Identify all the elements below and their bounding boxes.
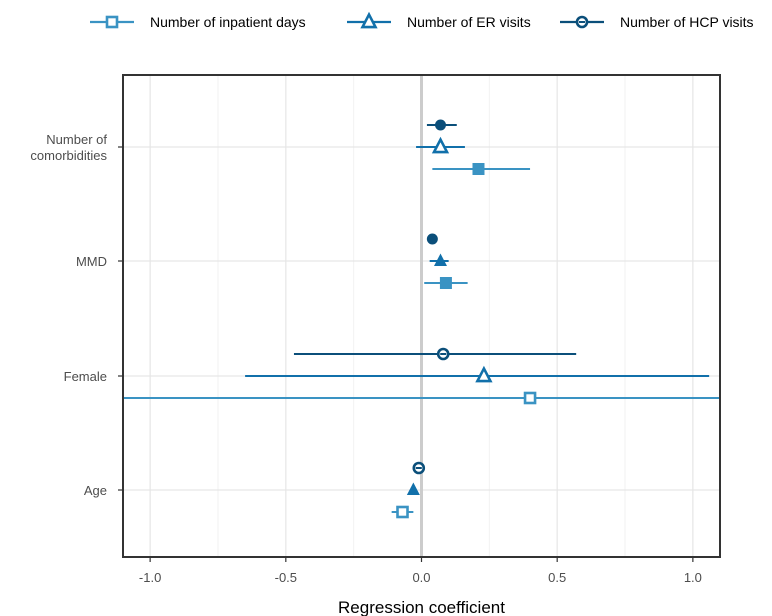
legend-item: Number of ER visits bbox=[347, 11, 531, 30]
series-circle bbox=[293, 119, 577, 475]
x-tick-label: 0.5 bbox=[548, 570, 566, 585]
x-tick-label: -0.5 bbox=[275, 570, 297, 585]
y-tick-label: Number of comorbidities bbox=[30, 132, 107, 163]
point-square bbox=[523, 391, 537, 405]
y-tick-label: Female bbox=[64, 369, 107, 384]
legend-item: Number of inpatient days bbox=[90, 14, 306, 30]
point-circle bbox=[426, 233, 438, 245]
legend-key-square bbox=[105, 15, 119, 29]
point-triangle bbox=[406, 482, 420, 496]
point-triangle bbox=[475, 365, 493, 383]
plot-marks bbox=[123, 119, 720, 519]
legend-label: Number of HCP visits bbox=[620, 14, 754, 30]
legend-item: Number of HCP visits bbox=[560, 14, 754, 30]
y-tick-label: Age bbox=[84, 483, 107, 498]
point-triangle bbox=[433, 253, 447, 267]
legend-label: Number of ER visits bbox=[407, 14, 531, 30]
x-tick-label: 1.0 bbox=[684, 570, 702, 585]
y-tick-label: MMD bbox=[76, 254, 107, 269]
point-square bbox=[472, 163, 485, 175]
series-triangle bbox=[245, 136, 710, 496]
legend-label: Number of inpatient days bbox=[150, 14, 306, 30]
x-axis-title: Regression coefficient bbox=[338, 598, 505, 616]
series-square bbox=[123, 163, 720, 519]
point-square bbox=[439, 277, 452, 289]
point-triangle bbox=[431, 136, 450, 154]
point-circle bbox=[434, 119, 446, 131]
x-tick-label: 0.0 bbox=[412, 570, 430, 585]
point-square bbox=[396, 505, 409, 519]
x-tick-label: -1.0 bbox=[139, 570, 161, 585]
legend: Number of inpatient days Number of ER vis… bbox=[90, 11, 754, 30]
axes: -1.0 -0.5 0.0 0.5 1.0 Number of comorbidities M… bbox=[30, 132, 701, 585]
legend-key-triangle bbox=[360, 11, 378, 29]
